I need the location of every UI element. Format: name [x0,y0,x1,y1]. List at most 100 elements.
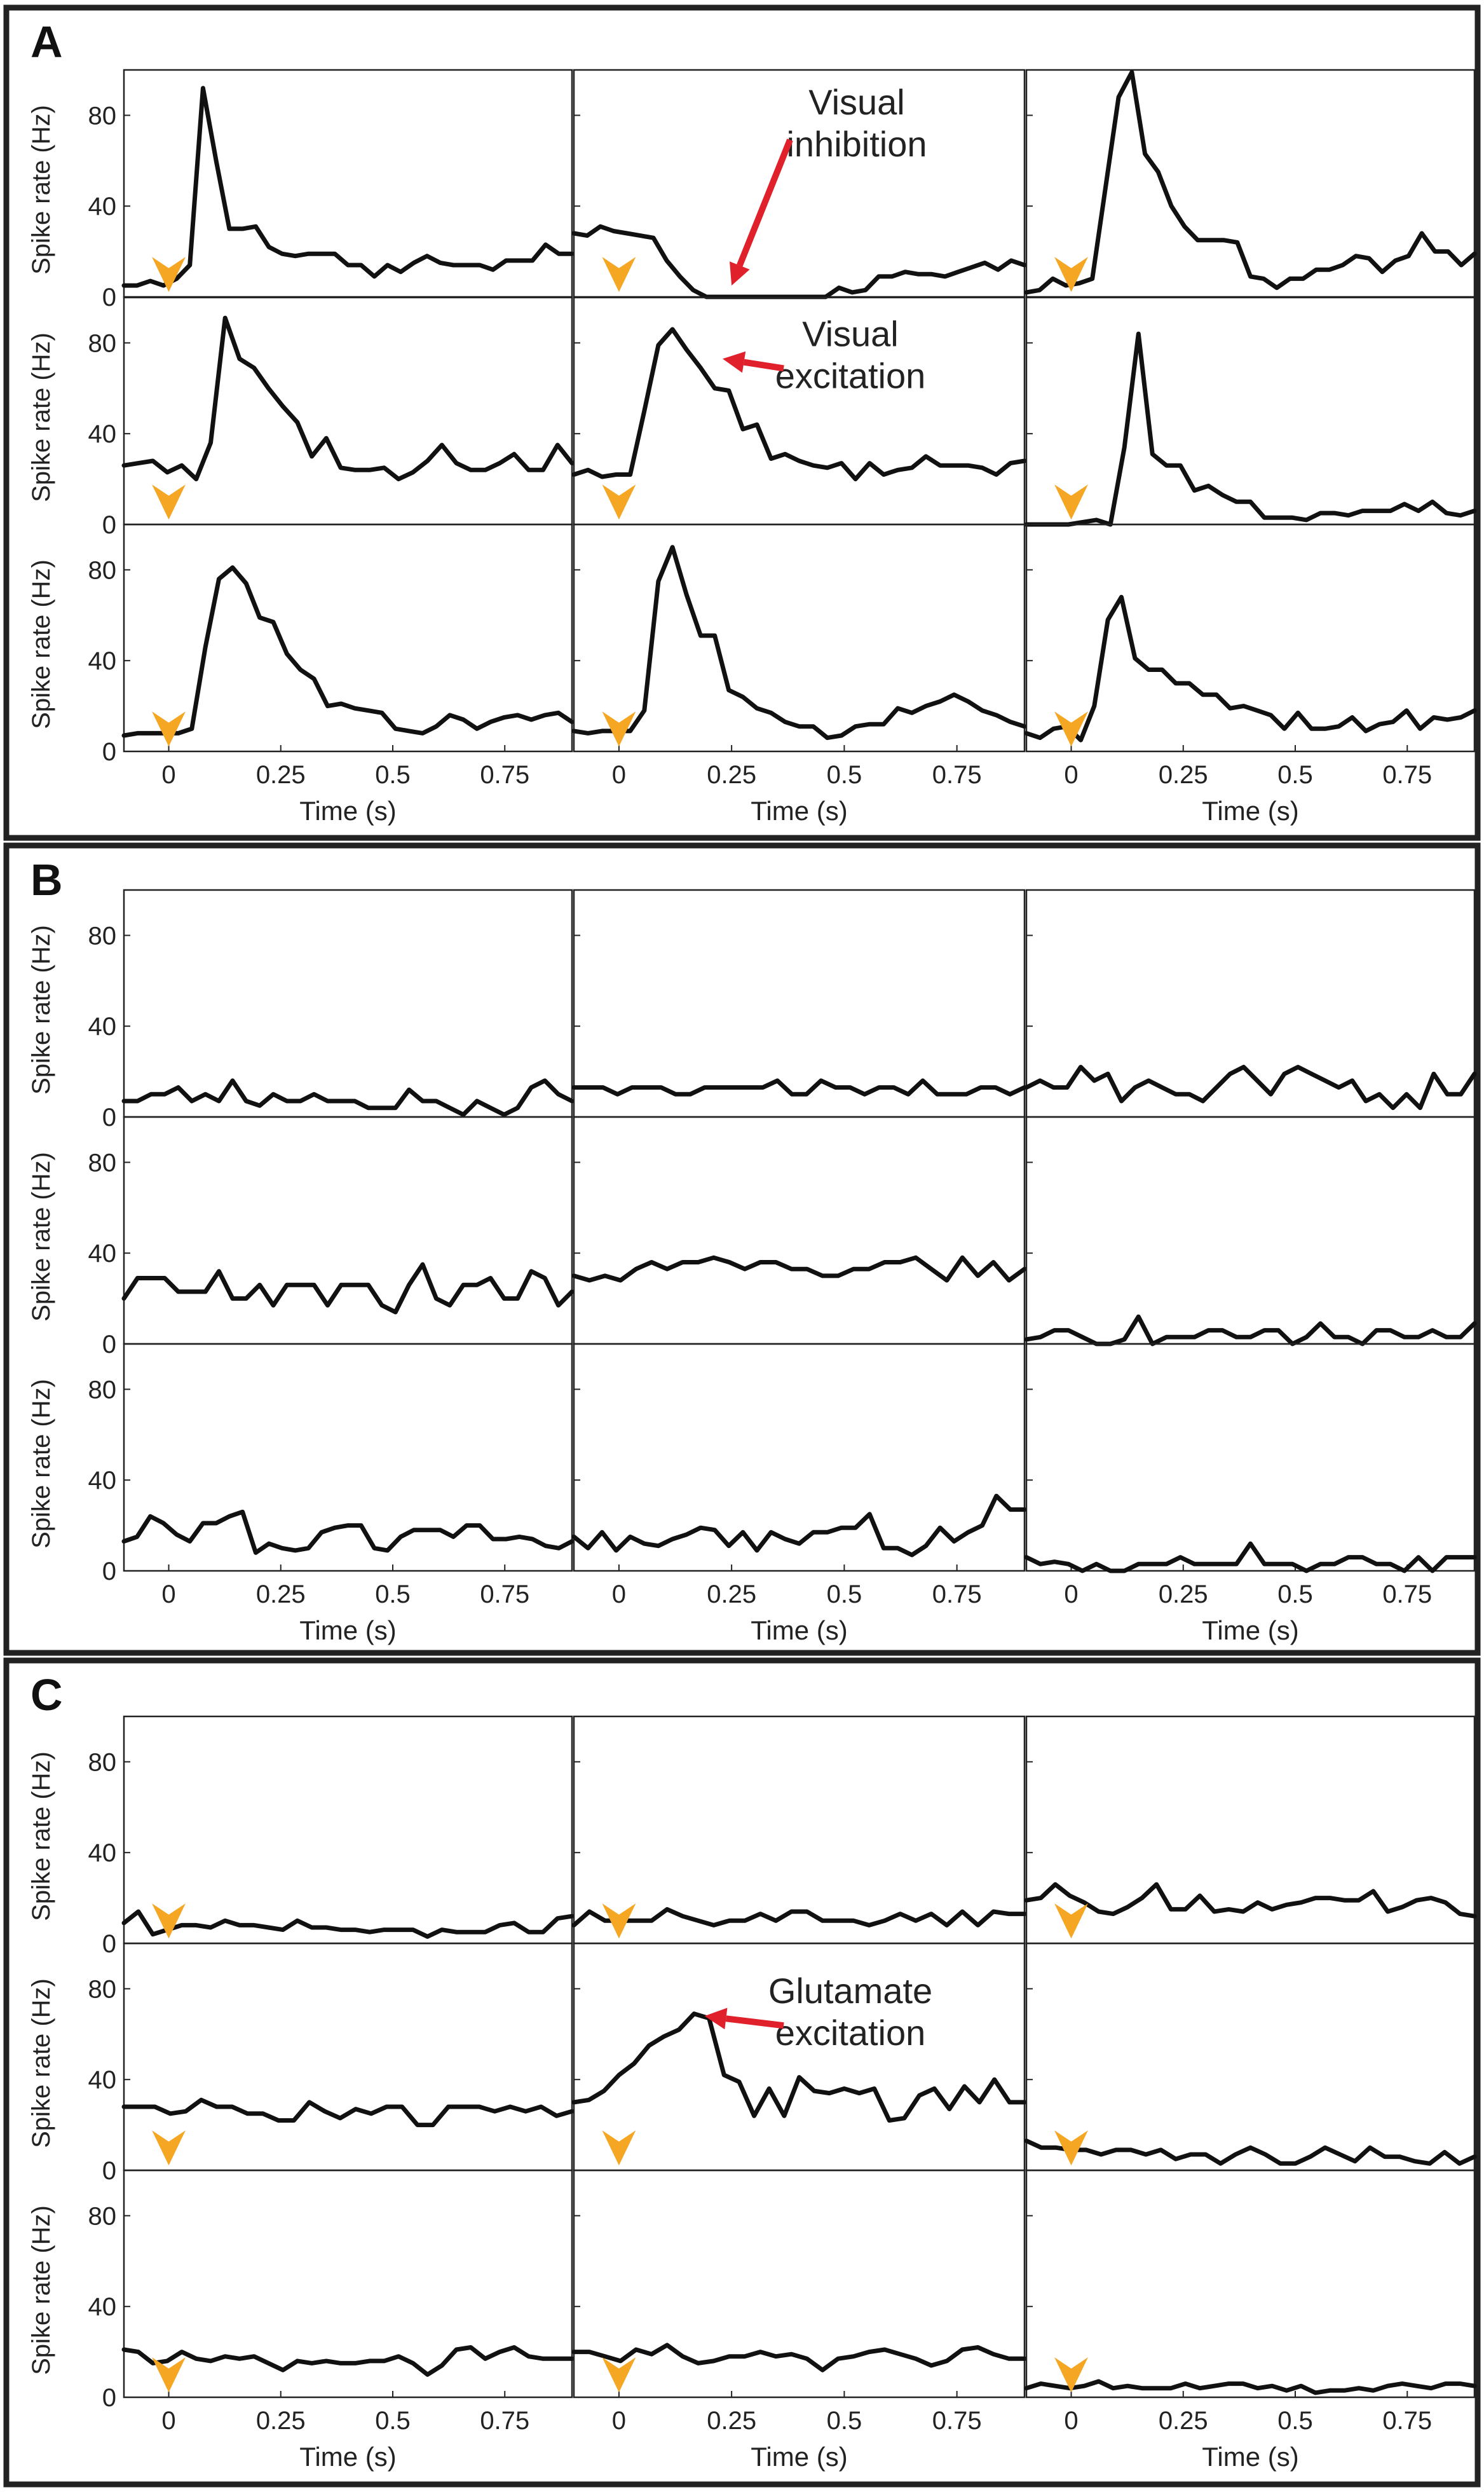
stimulus-marker-icon [602,711,636,747]
x-tick-label: 0.75 [932,1580,982,1608]
subplot-C-r0c1 [571,1715,1027,1945]
spike-rate-trace [121,2097,575,2128]
panel-letter: A [31,17,63,67]
y-tick-label: 80 [88,102,117,130]
x-axis-label: Time (s) [1202,796,1298,826]
subplot-box [123,1116,573,1345]
subplot-B-r0c0: 0 40 80 Spike rate (Hz) [27,889,575,1132]
subplot-box [123,889,573,1118]
spike-rate-trace [1024,2139,1477,2166]
spike-rate-trace [571,224,1027,299]
spike-rate-trace [121,565,575,738]
y-tick-label: 80 [88,1376,117,1404]
x-axis-label: Time (s) [299,1615,396,1645]
annotation-text: Visual [802,313,899,353]
arrowhead-icon [730,261,750,286]
stimulus-marker-icon [1054,484,1088,520]
spike-rate-trace [121,1078,575,1117]
panel-frame [3,4,1481,841]
x-tick-label: 0.75 [480,761,529,789]
y-tick-label: 40 [88,1467,117,1495]
stimulus-marker-icon [152,711,186,747]
subplot-C-r1c1 [571,1942,1027,2172]
stimulus-marker-icon [152,2130,186,2166]
y-tick-label: 0 [102,1331,116,1359]
annotation-text: excitation [775,2013,926,2053]
subplot-A-r2c2: 0 0.25 0.5 0.75 Time (s) [1024,523,1477,826]
subplot-A-r1c0: 0 40 80 Spike rate (Hz) [27,296,575,539]
x-axis-label: Time (s) [1202,2442,1298,2472]
subplot-C-r2c0: 0 40 80 0 0.25 0.5 0.75 Time (s) Spike rate (Hz) [27,2169,575,2472]
y-tick-label: 0 [102,1558,116,1585]
y-axis-label: Spike rate (Hz) [27,1152,55,1322]
stimulus-marker-icon [152,2357,186,2393]
x-tick-label: 0.25 [707,761,756,789]
subplot-box [1025,296,1476,526]
stimulus-marker-icon [152,1903,186,1939]
x-tick-label: 0.5 [1277,2407,1313,2435]
subplot-A-r0c0: 0 40 80 Spike rate (Hz) [27,69,575,312]
subplot-C-r2c2: 0 0.25 0.5 0.75 Time (s) [1024,2169,1477,2472]
y-axis-label: Spike rate (Hz) [27,105,55,275]
spike-rate-trace [1024,331,1477,527]
x-tick-label: 0 [161,2407,175,2435]
x-tick-label: 0.5 [1277,1580,1313,1608]
subplot-C-r1c0: 0 40 80 Spike rate (Hz) [27,1942,575,2185]
y-tick-label: 0 [102,2157,116,2185]
x-tick-label: 0.5 [1277,761,1313,789]
subplot-box [123,2169,573,2399]
y-tick-label: 40 [88,1013,117,1041]
spike-rate-trace [121,315,575,482]
x-tick-label: 0.25 [256,761,306,789]
spike-rate-trace [1024,594,1477,743]
stimulus-marker-icon [1054,257,1088,292]
spike-rate-trace [571,327,1027,482]
y-tick-label: 80 [88,1748,117,1776]
x-tick-label: 0.5 [827,761,862,789]
panel-C: C 0 40 80 Spike rate (Hz) 0 40 80 Spike rate (Hz… [3,1657,1481,2488]
subplot-B-r1c0: 0 40 80 Spike rate (Hz) [27,1116,575,1359]
subplot-A-r0c1 [571,69,1027,299]
x-tick-label: 0.25 [1159,761,1208,789]
annotation-text: excitation [775,355,926,395]
subplot-C-r2c1: 0 0.25 0.5 0.75 Time (s) [571,2169,1027,2472]
panel-letter: B [31,855,63,905]
subplot-box [1025,1116,1476,1345]
subplot-box [1025,523,1476,753]
subplot-box [123,296,573,526]
y-tick-label: 0 [102,1104,116,1132]
subplot-box [573,69,1026,298]
subplot-C-r1c2 [1024,1942,1477,2172]
x-tick-label: 0 [1064,2407,1078,2435]
spike-rate-trace [571,1907,1027,1927]
stimulus-marker-icon [1054,711,1088,747]
x-tick-label: 0.75 [932,2407,982,2435]
spike-rate-trace [1024,1065,1477,1111]
x-tick-label: 0 [1064,1580,1078,1608]
x-tick-label: 0.5 [827,1580,862,1608]
y-tick-label: 80 [88,1975,117,2003]
x-tick-label: 0.25 [256,1580,306,1608]
panel-A: A 0 40 80 Spike rate (Hz) 0 40 80 Spike rate (Hz… [3,4,1481,841]
y-tick-label: 0 [102,511,116,539]
subplot-C-r0c2 [1024,1715,1477,1945]
y-axis-label: Spike rate (Hz) [27,1751,55,1921]
y-tick-label: 80 [88,329,117,357]
x-tick-label: 0.75 [480,1580,529,1608]
spike-rate-trace [571,1255,1027,1283]
x-tick-label: 0.75 [932,761,982,789]
panel-B: B 0 40 80 Spike rate (Hz) 0 40 80 Spike rate (Hz… [3,842,1481,1656]
stimulus-marker-icon [602,257,636,292]
y-tick-label: 0 [102,738,116,766]
x-axis-label: Time (s) [299,796,396,826]
annotation-arrow [737,139,793,267]
panel-letter: C [31,1670,63,1720]
spike-rate-trace [121,1262,575,1315]
subplot-box [573,889,1026,1118]
spike-rate-trace [571,1078,1027,1097]
y-tick-label: 80 [88,1149,117,1177]
y-axis-label: Spike rate (Hz) [27,925,55,1095]
panel-frame [3,842,1481,1656]
